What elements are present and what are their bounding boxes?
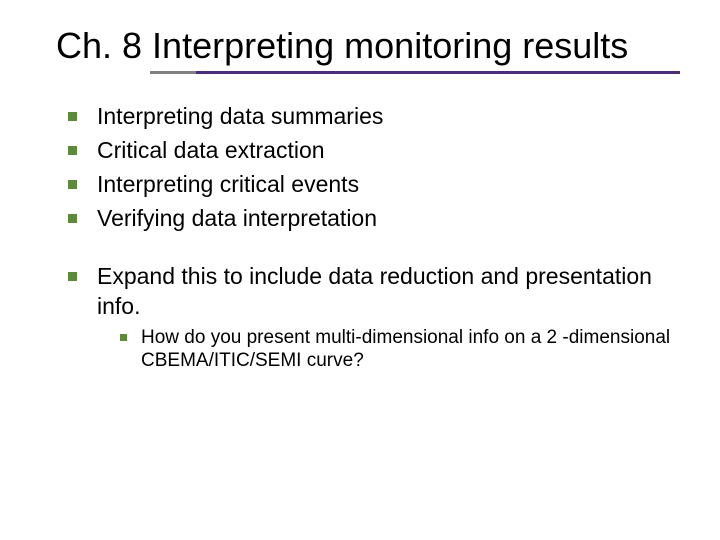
rule-segment-purple: [196, 71, 680, 74]
bullet-icon: [68, 146, 77, 155]
bullet-group-2: Expand this to include data reduction an…: [56, 262, 680, 373]
bullet-icon: [68, 112, 77, 121]
list-item-nested: How do you present multi-dimensional inf…: [56, 326, 680, 374]
bullet-icon: [68, 214, 77, 223]
bullet-icon: [120, 334, 127, 341]
bullet-text: Interpreting data summaries: [97, 102, 383, 132]
list-item: Expand this to include data reduction an…: [56, 262, 680, 322]
title-underline: [150, 71, 680, 74]
bullet-text: Critical data extraction: [97, 136, 325, 166]
bullet-text: How do you present multi-dimensional inf…: [141, 326, 680, 374]
bullet-text: Expand this to include data reduction an…: [97, 262, 680, 322]
list-item: Verifying data interpretation: [56, 204, 680, 234]
list-item: Interpreting data summaries: [56, 102, 680, 132]
bullet-icon: [68, 272, 77, 281]
bullet-text: Interpreting critical events: [97, 170, 359, 200]
list-item: Interpreting critical events: [56, 170, 680, 200]
bullet-icon: [68, 180, 77, 189]
bullet-group-1: Interpreting data summaries Critical dat…: [56, 102, 680, 234]
slide-title: Ch. 8 Interpreting monitoring results: [56, 24, 680, 67]
rule-segment-grey: [150, 71, 196, 74]
bullet-text: Verifying data interpretation: [97, 204, 377, 234]
list-item: Critical data extraction: [56, 136, 680, 166]
